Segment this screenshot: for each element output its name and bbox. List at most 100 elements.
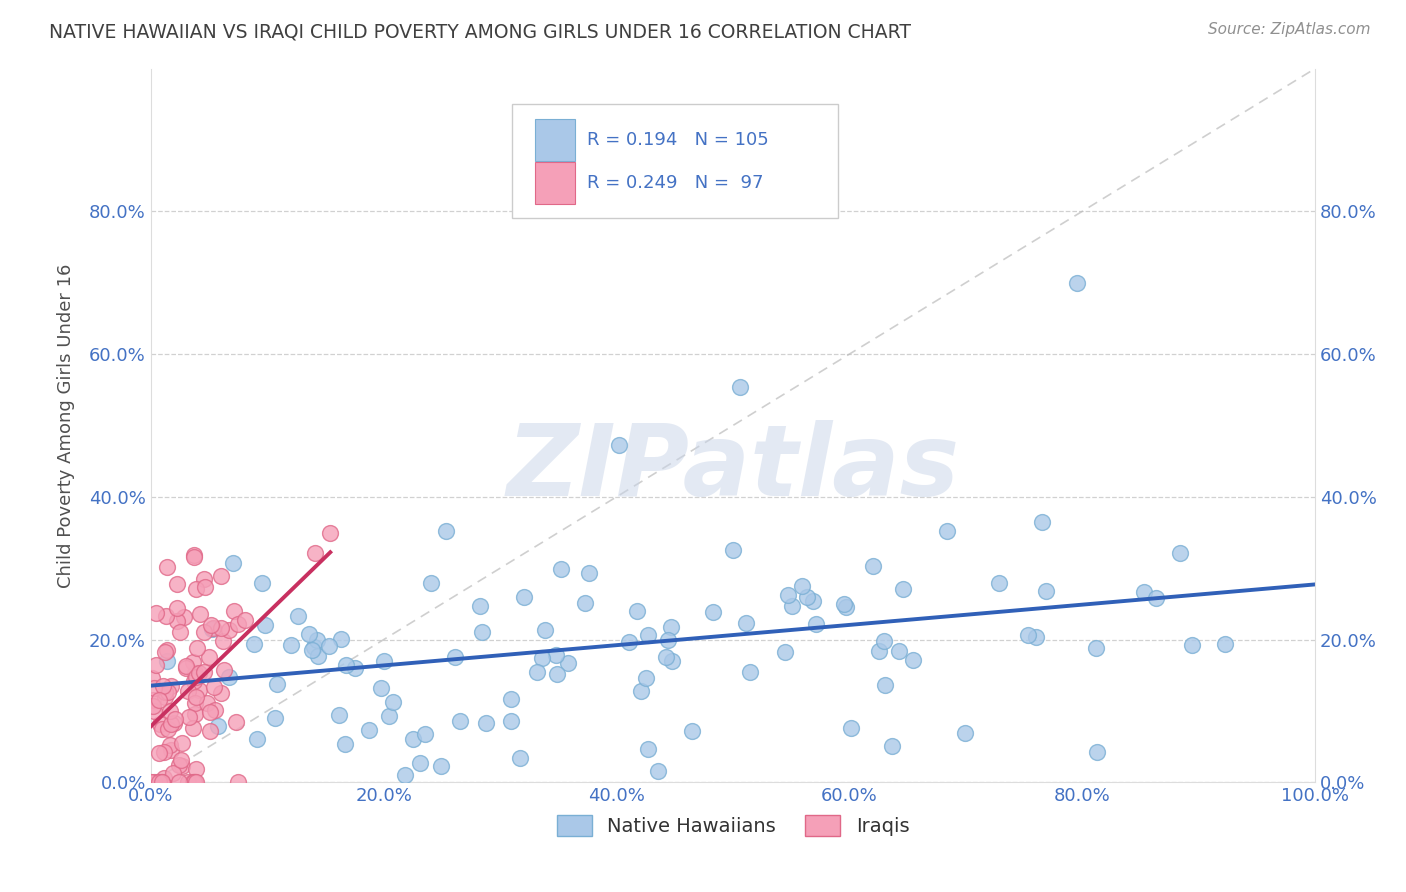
Point: [343, 661, 366, 675]
Point: [153, 745, 176, 759]
Point: [201, 621, 224, 635]
Point: [659, 620, 682, 634]
Point: [181, 655, 204, 669]
Point: [637, 742, 659, 756]
Point: [370, 681, 392, 695]
Point: [318, 640, 340, 654]
Point: [218, 671, 240, 685]
Point: [141, 671, 163, 685]
Point: [987, 576, 1010, 591]
Point: [1213, 637, 1236, 651]
Point: [302, 640, 325, 654]
Point: [1085, 745, 1108, 759]
Point: [222, 604, 245, 618]
Point: [335, 657, 357, 672]
Point: [159, 742, 181, 756]
Point: [305, 633, 328, 648]
Point: [150, 722, 173, 736]
Point: [184, 690, 207, 705]
Point: [148, 692, 170, 706]
Point: [413, 727, 436, 741]
Point: [796, 590, 818, 604]
Text: ZIPatlas: ZIPatlas: [506, 420, 959, 516]
Point: [468, 599, 491, 613]
Point: [150, 775, 173, 789]
Point: [702, 605, 724, 619]
Point: [186, 640, 208, 655]
Text: R = 0.194   N = 105: R = 0.194 N = 105: [588, 131, 769, 149]
Point: [156, 722, 179, 736]
Point: [1025, 630, 1047, 644]
Point: [155, 685, 177, 699]
Point: [266, 677, 288, 691]
Point: [901, 653, 924, 667]
Point: [607, 438, 630, 452]
Point: [209, 569, 232, 583]
Point: [155, 690, 177, 705]
Point: [148, 746, 170, 760]
Point: [1017, 628, 1039, 642]
Point: [200, 724, 222, 739]
Point: [373, 654, 395, 668]
Text: NATIVE HAWAIIAN VS IRAQI CHILD POVERTY AMONG GIRLS UNDER 16 CORRELATION CHART: NATIVE HAWAIIAN VS IRAQI CHILD POVERTY A…: [49, 22, 911, 41]
Point: [184, 670, 207, 684]
Point: [201, 623, 224, 637]
Point: [145, 658, 167, 673]
Point: [801, 594, 824, 608]
Point: [307, 649, 329, 664]
Point: [142, 693, 165, 707]
Point: [156, 643, 179, 657]
Point: [862, 558, 884, 573]
Point: [170, 736, 193, 750]
Point: [186, 582, 208, 596]
Point: [143, 775, 166, 789]
Point: [430, 759, 453, 773]
Text: Source: ZipAtlas.com: Source: ZipAtlas.com: [1208, 22, 1371, 37]
Point: [1133, 584, 1156, 599]
Point: [194, 581, 217, 595]
Point: [287, 609, 309, 624]
Point: [475, 715, 498, 730]
Point: [159, 738, 181, 752]
Point: [394, 768, 416, 782]
Point: [155, 609, 177, 624]
Point: [149, 775, 172, 789]
Point: [630, 684, 652, 698]
Point: [882, 739, 904, 754]
Point: [728, 379, 751, 393]
Point: [193, 573, 215, 587]
Point: [195, 697, 218, 711]
Text: R = 0.249   N =  97: R = 0.249 N = 97: [588, 174, 763, 192]
Point: [1144, 591, 1167, 605]
Point: [408, 756, 430, 770]
Point: [626, 604, 648, 618]
Point: [835, 599, 858, 614]
Point: [141, 775, 163, 789]
Point: [187, 682, 209, 697]
FancyBboxPatch shape: [512, 104, 838, 219]
Legend: Native Hawaiians, Iraqis: Native Hawaiians, Iraqis: [548, 807, 917, 844]
Point: [936, 524, 959, 538]
Point: [546, 667, 568, 681]
Point: [301, 643, 323, 657]
Point: [330, 632, 353, 646]
Point: [183, 666, 205, 681]
Point: [420, 575, 443, 590]
Point: [221, 556, 243, 570]
Point: [617, 634, 640, 648]
Point: [226, 617, 249, 632]
Point: [157, 684, 180, 698]
Point: [184, 775, 207, 789]
Point: [1085, 640, 1108, 655]
Point: [209, 686, 232, 700]
Point: [183, 673, 205, 688]
Point: [319, 526, 342, 541]
Point: [143, 681, 166, 695]
Point: [159, 704, 181, 718]
Point: [499, 691, 522, 706]
Point: [155, 559, 177, 574]
Point: [263, 711, 285, 725]
Point: [1031, 515, 1053, 529]
Point: [873, 633, 896, 648]
Point: [359, 723, 381, 737]
